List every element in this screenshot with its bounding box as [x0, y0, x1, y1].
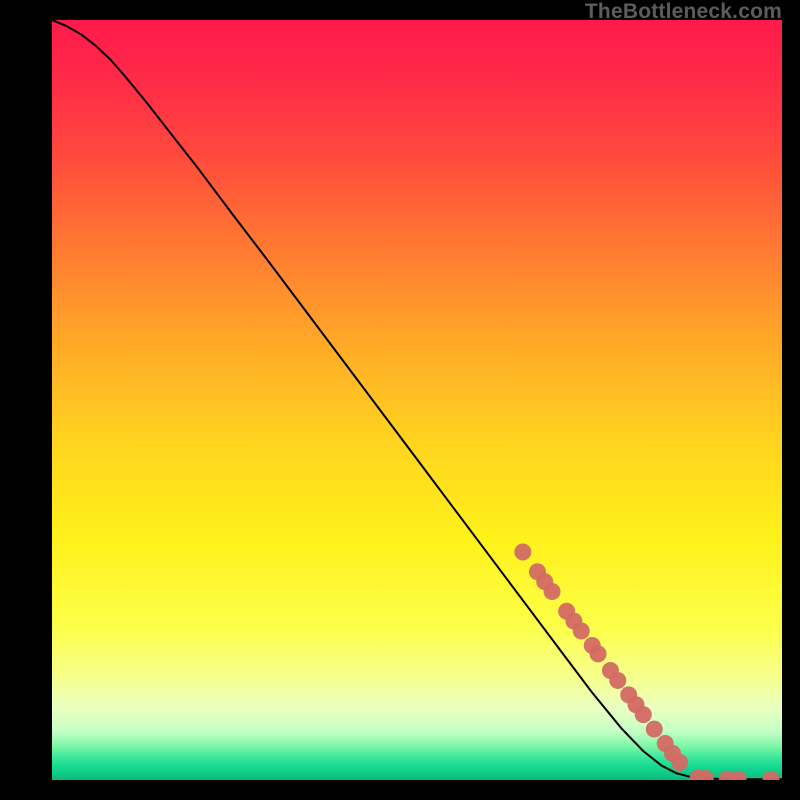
data-marker	[609, 672, 626, 689]
data-marker	[544, 583, 561, 600]
data-marker	[514, 544, 531, 561]
data-marker	[590, 645, 607, 662]
chart-frame: TheBottleneck.com	[0, 0, 800, 800]
data-marker	[671, 754, 688, 771]
chart-svg	[52, 20, 782, 780]
data-marker	[646, 721, 663, 738]
data-marker	[635, 706, 652, 723]
gradient-background	[52, 20, 782, 780]
watermark-text: TheBottleneck.com	[585, 0, 782, 24]
plot-area	[52, 20, 782, 780]
data-marker	[573, 623, 590, 640]
